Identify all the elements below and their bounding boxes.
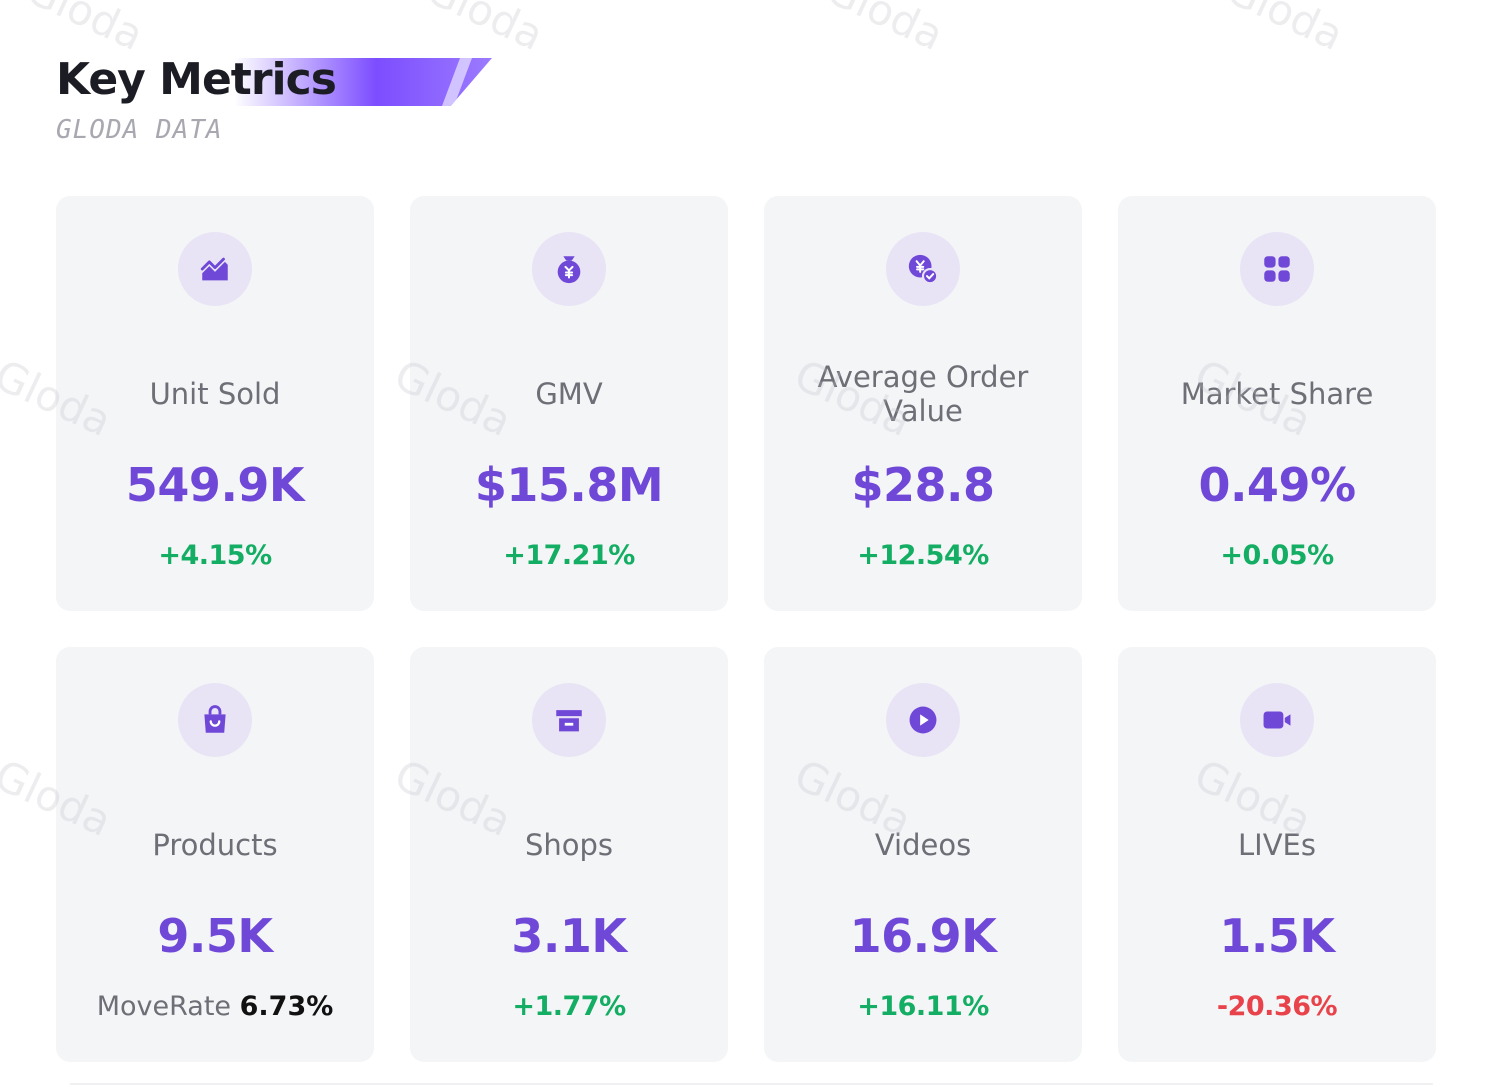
metric-value: 9.5K (157, 909, 273, 963)
metric-label: Videos (874, 828, 972, 862)
metric-value: 0.49% (1198, 458, 1356, 512)
metric-change: +16.11% (857, 991, 989, 1022)
metric-change: +0.05% (1220, 540, 1334, 571)
metric-label: Average Order Value (817, 360, 1029, 428)
metric-card-unit-sold: Unit Sold 549.9K +4.15% (56, 196, 374, 611)
metric-label: Products (152, 828, 278, 862)
shopping-bag-icon (178, 683, 252, 757)
metric-change: +4.15% (158, 540, 272, 571)
title-wrap: Key Metrics (56, 52, 492, 108)
metric-change: -20.36% (1216, 991, 1338, 1022)
metric-label: Market Share (1180, 377, 1374, 411)
play-icon (886, 683, 960, 757)
metric-value: $28.8 (851, 458, 995, 512)
yen-check-icon (886, 232, 960, 306)
section-header: Key Metrics GLODA DATA (56, 52, 492, 146)
watermark: Gloda (1219, 0, 1351, 61)
metric-label: LIVEs (1238, 828, 1316, 862)
watermark: Gloda (819, 0, 951, 61)
metric-value: $15.8M (474, 458, 664, 512)
grid-icon (1240, 232, 1314, 306)
metric-card-average-order-value: Average Order Value $28.8 +12.54% (764, 196, 1082, 611)
metric-value: 549.9K (125, 458, 305, 512)
move-rate-value: 6.73% (239, 991, 334, 1022)
page-title: Key Metrics (56, 54, 337, 105)
metric-card-gmv: GMV $15.8M +17.21% (410, 196, 728, 611)
title-accent-stripe (234, 58, 492, 106)
metric-label: Unit Sold (149, 377, 281, 411)
metric-change: +12.54% (857, 540, 989, 571)
metric-card-market-share: Market Share 0.49% +0.05% (1118, 196, 1436, 611)
metric-label: GMV (535, 377, 603, 411)
store-icon (532, 683, 606, 757)
money-bag-icon (532, 232, 606, 306)
metric-change: +17.21% (503, 540, 635, 571)
metric-card-shops: Shops 3.1K +1.77% (410, 647, 728, 1062)
metric-label: Shops (524, 828, 614, 862)
divider (70, 1083, 1433, 1085)
move-rate: MoveRate 6.73% (56, 991, 374, 1022)
metric-card-lives: LIVEs 1.5K -20.36% (1118, 647, 1436, 1062)
metric-value: 1.5K (1219, 909, 1335, 963)
trend-chart-icon (178, 232, 252, 306)
metric-value: 3.1K (511, 909, 627, 963)
page-subtitle: GLODA DATA (56, 115, 223, 145)
metric-change: +1.77% (512, 991, 626, 1022)
move-rate-label: MoveRate (96, 991, 232, 1022)
metric-value: 16.9K (849, 909, 997, 963)
watermark: Gloda (419, 0, 551, 61)
video-camera-icon (1240, 683, 1314, 757)
metric-card-products: Products 9.5K MoveRate 6.73% (56, 647, 374, 1062)
metric-card-videos: Videos 16.9K +16.11% (764, 647, 1082, 1062)
